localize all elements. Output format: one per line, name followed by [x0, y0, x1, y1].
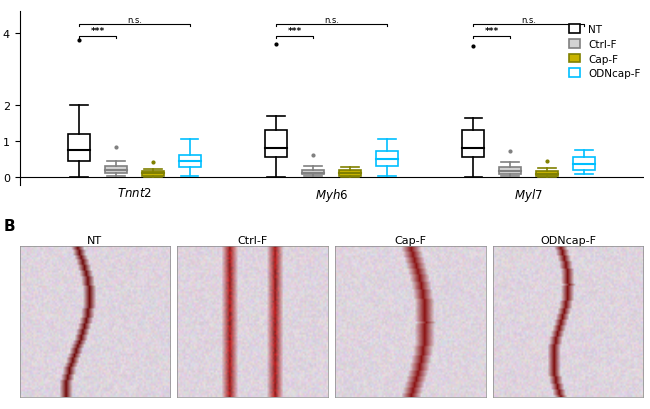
- Bar: [265, 131, 287, 158]
- Bar: [573, 158, 595, 171]
- Bar: [179, 155, 201, 168]
- Bar: [536, 171, 558, 176]
- Text: $\it{Myl7}$: $\it{Myl7}$: [514, 187, 543, 204]
- Text: B: B: [3, 219, 15, 234]
- Text: n.s.: n.s.: [127, 16, 142, 25]
- Text: $\it{Tnnt2}$: $\it{Tnnt2}$: [117, 187, 152, 200]
- Bar: [499, 168, 521, 174]
- Bar: [142, 171, 164, 176]
- Text: $\it{Myh6}$: $\it{Myh6}$: [315, 187, 348, 204]
- Bar: [68, 135, 90, 162]
- Bar: [105, 167, 127, 173]
- Text: ***: ***: [90, 27, 105, 36]
- Title: ODNcap-F: ODNcap-F: [540, 236, 596, 246]
- Bar: [376, 152, 398, 167]
- Title: Ctrl-F: Ctrl-F: [237, 236, 268, 246]
- Title: Cap-F: Cap-F: [395, 236, 426, 246]
- Text: ***: ***: [287, 27, 302, 36]
- Text: ***: ***: [484, 27, 499, 36]
- Bar: [302, 171, 324, 175]
- Bar: [462, 131, 484, 158]
- Legend: NT, Ctrl-F, Cap-F, ODNcap-F: NT, Ctrl-F, Cap-F, ODNcap-F: [565, 21, 645, 83]
- Text: n.s.: n.s.: [324, 16, 339, 25]
- Bar: [339, 171, 361, 176]
- Title: NT: NT: [87, 236, 102, 246]
- Text: n.s.: n.s.: [521, 16, 536, 25]
